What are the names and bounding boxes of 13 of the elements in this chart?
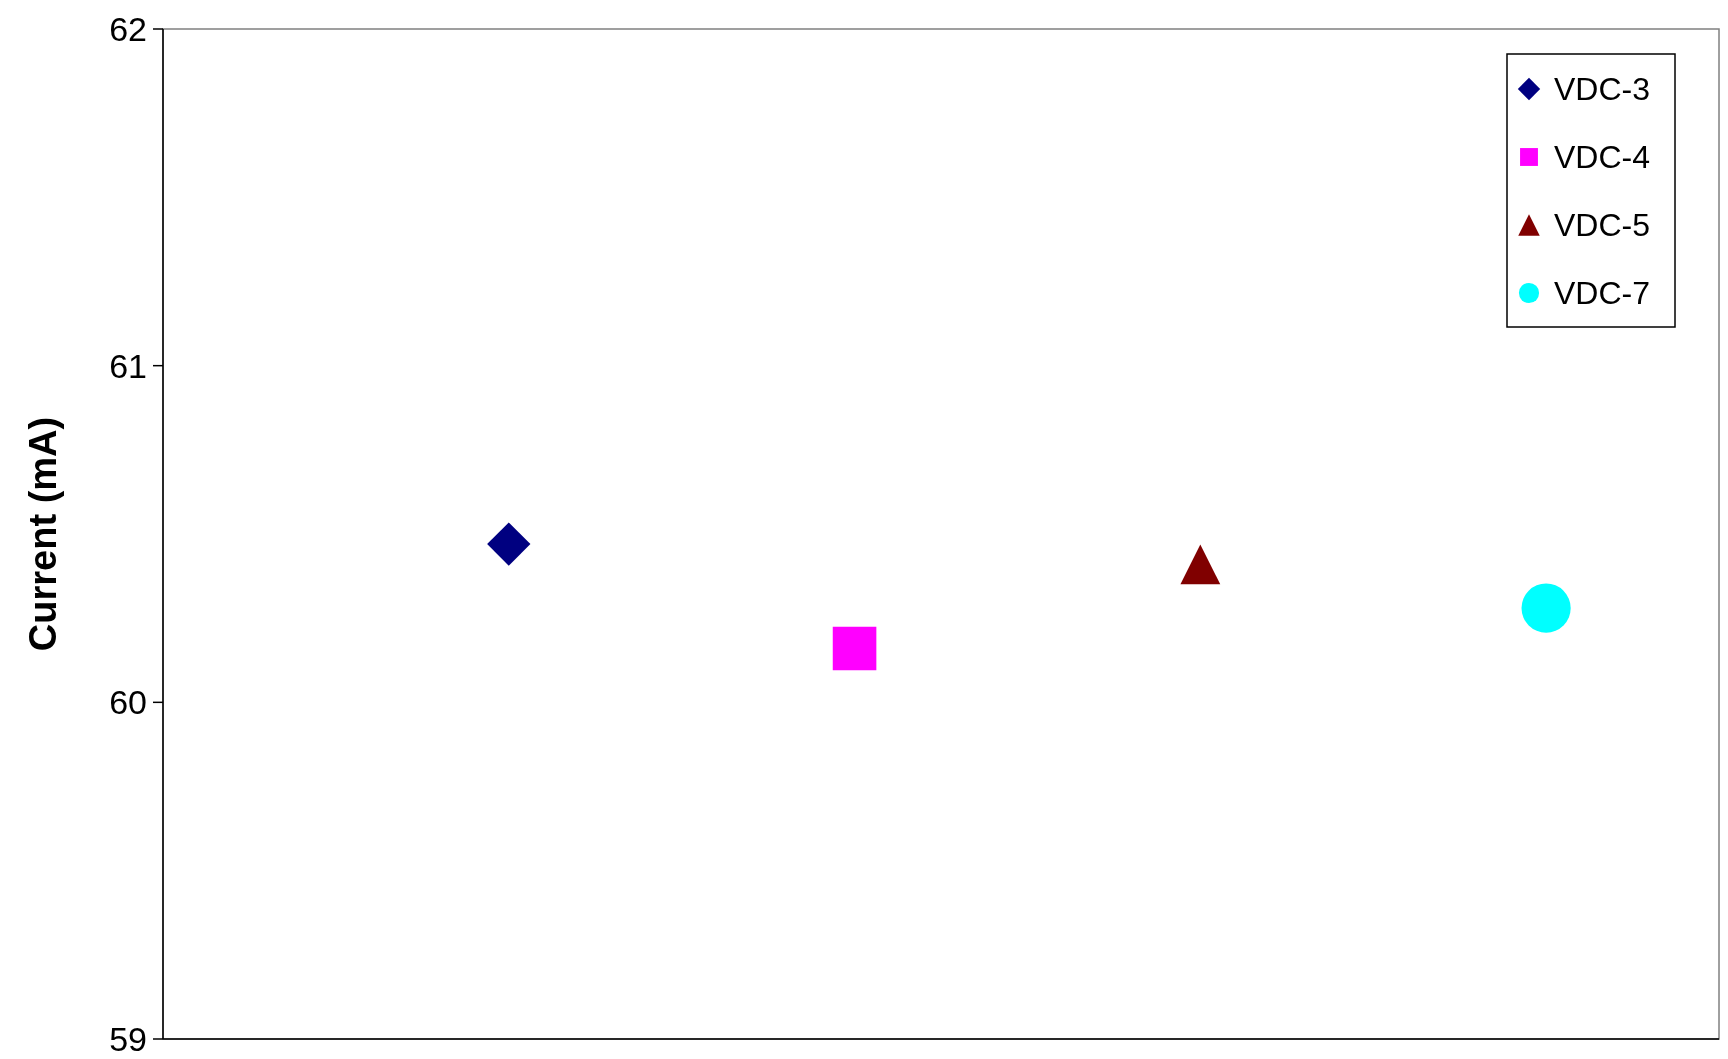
legend-label: VDC-7 [1554,275,1651,312]
y-tick-label: 62 [109,9,147,48]
point [1521,583,1571,633]
point [832,626,877,671]
legend-label: VDC-4 [1554,139,1651,176]
y-tick-label: 61 [109,346,147,385]
y-tick-label: 59 [109,1019,147,1058]
point [1180,544,1221,585]
y-axis-title: Current (mA) [22,416,64,652]
legend-label: VDC-5 [1554,207,1651,244]
legend-label: VDC-3 [1554,71,1651,108]
y-tick-label: 60 [109,683,147,722]
point [487,522,531,566]
